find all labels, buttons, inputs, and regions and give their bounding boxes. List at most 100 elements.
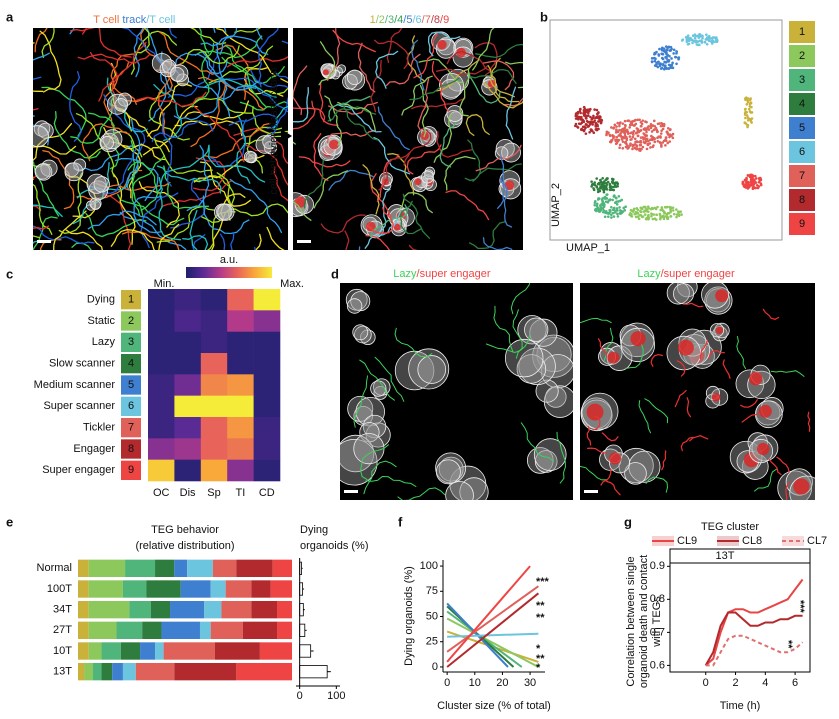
umap-point — [601, 182, 604, 186]
umap-point — [663, 64, 667, 68]
title-segment: /3 — [385, 14, 394, 26]
umap-point — [656, 122, 660, 126]
cell-track — [502, 97, 523, 107]
legend-swatch — [789, 21, 815, 43]
umap-point — [621, 122, 625, 125]
cell-track — [319, 82, 339, 126]
umap-point — [660, 129, 663, 132]
cell-track — [770, 370, 805, 377]
umap-point — [654, 207, 658, 211]
legend-label: CL7 — [807, 535, 827, 547]
cell-track — [207, 144, 266, 183]
heat-cell — [253, 310, 281, 332]
umap-point — [743, 108, 747, 111]
row-id: 4 — [128, 358, 134, 370]
umap-point — [639, 209, 642, 213]
row-swatch — [121, 311, 141, 331]
umap-point — [647, 207, 651, 210]
cell-track — [556, 431, 567, 484]
y-tick-label: 0 — [432, 661, 438, 673]
title-segment: /organoids — [175, 14, 227, 26]
panel-label: f — [398, 514, 403, 529]
umap-point — [601, 200, 605, 203]
title-segment: /13T — [735, 268, 757, 280]
heat-cell — [148, 417, 175, 439]
cell-track — [489, 57, 515, 98]
bar-segment — [78, 642, 89, 660]
umap-point — [597, 181, 601, 185]
bar-segment — [180, 580, 211, 598]
umap-point — [746, 99, 750, 103]
organoid — [89, 197, 102, 210]
cell-track — [360, 444, 389, 481]
heat-cell — [174, 289, 202, 311]
heat-cell — [148, 331, 175, 354]
umap-point — [668, 140, 671, 143]
umap-point — [630, 212, 633, 216]
heat-cell — [227, 438, 254, 460]
umap-point — [669, 66, 673, 70]
y-tick-label: 10T — [53, 645, 72, 657]
cell-track — [293, 201, 312, 221]
bar-segment — [161, 621, 200, 640]
umap-point — [672, 48, 676, 52]
panel-title: Lazy/super engager/100T — [393, 268, 519, 280]
scale-bar — [344, 490, 358, 493]
umap-point — [642, 205, 645, 209]
bar-segment — [199, 621, 211, 640]
cell-track — [337, 101, 377, 132]
legend-swatch — [789, 213, 815, 235]
umap-point — [607, 215, 610, 218]
cell-track — [468, 71, 501, 104]
cell-track — [736, 336, 747, 370]
legend-swatch — [789, 45, 815, 67]
umap-point — [642, 132, 645, 135]
organoid-core — [757, 442, 770, 456]
title-segment: T cell cluster — [305, 14, 370, 26]
umap-point — [746, 174, 750, 177]
legend-swatch — [789, 141, 815, 163]
umap-point — [588, 109, 591, 112]
cell-track — [318, 41, 336, 86]
cell-track — [133, 28, 144, 78]
heat-cell — [227, 353, 254, 375]
umap-point — [698, 33, 702, 36]
umap-point — [625, 135, 628, 139]
umap-point — [656, 205, 659, 209]
cell-track — [443, 155, 476, 191]
umap-point — [574, 114, 578, 118]
umap-point — [618, 143, 622, 147]
umap-point — [709, 40, 713, 43]
heat-cell — [174, 438, 202, 460]
umap-point — [646, 217, 650, 221]
umap-point — [593, 108, 596, 111]
umap-point — [614, 211, 617, 214]
umap-point — [686, 34, 690, 37]
umap-point — [643, 213, 647, 216]
organoid — [176, 73, 190, 87]
cell-track — [98, 41, 147, 102]
cell-track — [402, 193, 431, 239]
cell-track — [173, 76, 222, 121]
umap-point — [674, 55, 677, 59]
umap-point — [641, 119, 645, 122]
strip — [669, 548, 811, 564]
cell-track — [510, 283, 531, 315]
umap-point — [755, 177, 758, 180]
cell-track — [689, 435, 709, 442]
umap-point — [595, 202, 599, 206]
umap-point — [654, 57, 657, 61]
cell-track — [625, 344, 644, 369]
cell-track — [650, 353, 664, 367]
cell-track — [266, 226, 285, 250]
cell-track — [365, 207, 394, 234]
cell-track — [413, 31, 439, 79]
umap-point — [679, 210, 683, 213]
bar-segment — [140, 642, 156, 660]
cell-track — [273, 166, 288, 202]
cell-track — [645, 476, 669, 493]
umap-point — [638, 214, 641, 217]
organoid — [100, 136, 114, 150]
umap-point — [752, 182, 756, 186]
row-id: 8 — [128, 443, 134, 455]
